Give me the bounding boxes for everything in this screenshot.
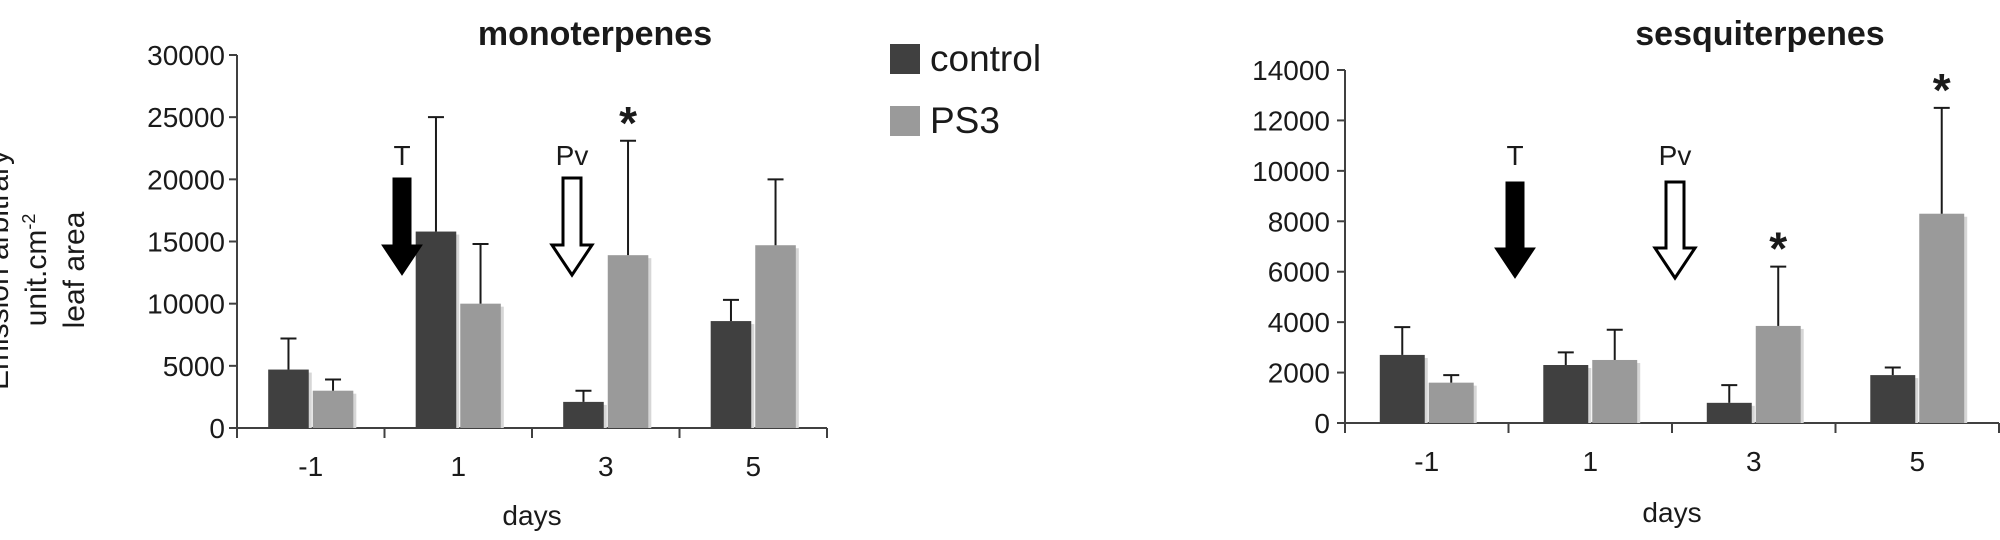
- legend-swatch-control: [890, 44, 920, 74]
- chart-title: sesquiterpenes: [1635, 15, 1884, 53]
- bar-ps3: [1592, 359, 1638, 423]
- legend: control PS3: [890, 28, 1041, 152]
- x-tick-label: 1: [1582, 446, 1598, 477]
- y-tick-label: 0: [209, 413, 225, 444]
- y-tick-label: 10000: [1252, 156, 1330, 187]
- significance-asterisk: *: [1933, 64, 1951, 116]
- x-axis-label: days: [1642, 497, 1701, 528]
- x-tick-label: 1: [450, 451, 466, 482]
- bar-control: [1379, 354, 1425, 423]
- bar-ps3: [460, 303, 501, 428]
- x-tick-label: 3: [598, 451, 614, 482]
- x-tick-label: 5: [1909, 446, 1925, 477]
- y-tick-label: 6000: [1268, 257, 1330, 288]
- bar-control: [563, 401, 604, 428]
- pathogen-label: Pv: [1659, 140, 1692, 171]
- y-tick-label: 20000: [147, 164, 225, 195]
- chart-title: monoterpenes: [478, 15, 712, 53]
- bar-control: [1870, 375, 1916, 423]
- legend-item-control: control: [890, 28, 1041, 90]
- treatment-label: T: [393, 140, 410, 171]
- x-tick-label: -1: [1414, 446, 1439, 477]
- y-axis-label-main: Emission arbitrary unit.cm: [0, 149, 53, 391]
- legend-label-ps3: PS3: [930, 100, 1000, 141]
- significance-asterisk: *: [1769, 223, 1787, 275]
- bar-ps3: [1755, 325, 1801, 423]
- treatment-arrow: [1494, 181, 1536, 279]
- y-tick-label: 30000: [147, 40, 225, 71]
- bar-ps3: [755, 245, 796, 428]
- legend-label-control: control: [930, 38, 1042, 79]
- bar-control: [710, 321, 752, 428]
- treatment-arrow: [381, 177, 423, 276]
- bar-ps3: [1919, 213, 1965, 423]
- treatment-label: T: [1506, 140, 1523, 171]
- x-tick-label: -1: [298, 451, 323, 482]
- y-axis-label-exponent: -2: [19, 213, 39, 230]
- y-tick-label: 0: [1314, 408, 1330, 439]
- pathogen-arrow: [549, 176, 595, 278]
- y-tick-label: 2000: [1268, 358, 1330, 389]
- pathogen-label: Pv: [556, 140, 589, 171]
- y-axis-label-sub: leaf area: [58, 211, 91, 329]
- y-tick-label: 10000: [147, 289, 225, 320]
- x-tick-label: 5: [745, 451, 761, 482]
- bar-control: [1543, 365, 1589, 423]
- bar-ps3: [312, 390, 354, 428]
- bar-control: [268, 369, 309, 428]
- y-tick-label: 25000: [147, 102, 225, 133]
- bar-ps3: [607, 255, 649, 428]
- bar-ps3: [1428, 382, 1474, 423]
- monoterpenes-chart: monoterpenes 0 5000 10000 15000 20000 25000 300…: [147, 15, 828, 531]
- y-tick-label: 15000: [147, 227, 225, 258]
- y-tick-label: 8000: [1268, 206, 1330, 237]
- legend-swatch-ps3: [890, 106, 920, 136]
- legend-item-ps3: PS3: [890, 90, 1041, 152]
- x-tick-label: 3: [1746, 446, 1762, 477]
- pathogen-arrow: [1652, 180, 1698, 281]
- sesquiterpenes-chart: sesquiterpenes 0 2000 4000 6000 8000 10000 1200…: [1252, 15, 2000, 528]
- y-axis-label: Emission arbitrary unit.cm-2 leaf area: [0, 110, 91, 430]
- x-axis-label: days: [502, 500, 561, 531]
- significance-asterisk: *: [619, 97, 637, 149]
- y-tick-label: 12000: [1252, 105, 1330, 136]
- y-tick-label: 4000: [1268, 307, 1330, 338]
- bar-control: [415, 231, 457, 428]
- bar-control: [1706, 402, 1752, 423]
- y-tick-label: 14000: [1252, 55, 1330, 86]
- y-tick-label: 5000: [163, 351, 225, 382]
